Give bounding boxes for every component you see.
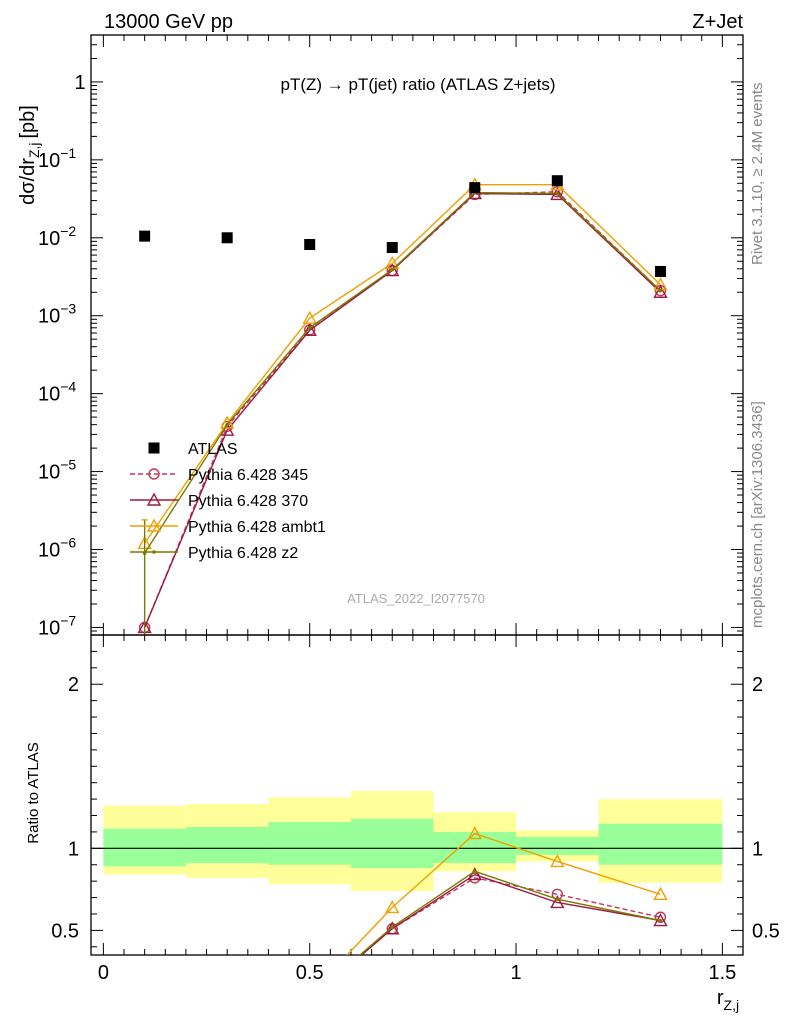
data-point xyxy=(386,242,398,254)
uncertainty-band-inner xyxy=(433,831,517,864)
ratio-point xyxy=(653,886,668,900)
y-tick-label: 10−7 xyxy=(38,612,76,639)
y-axis-label: dσ/drZ,j[pb] xyxy=(17,105,42,205)
x-tick-label: 0 xyxy=(98,962,109,984)
ratio-tick-label-right: 0.5 xyxy=(752,920,780,942)
data-point xyxy=(304,239,316,251)
ratio-point xyxy=(550,854,565,868)
legend-marker xyxy=(146,518,162,532)
legend-marker xyxy=(148,442,160,454)
header-right: Z+Jet xyxy=(692,11,743,33)
legend: ATLAS Pythia 6.428 345 Pythia 6.428 370 Pyt… xyxy=(130,441,326,562)
ratio-line xyxy=(360,877,661,955)
x-tick-label: 1.5 xyxy=(708,962,736,984)
ratio-panel: 0 0.5 1 1.5 0.5 0.5 1 1 2 2 xyxy=(51,634,780,984)
ratio-point xyxy=(467,826,482,840)
ratio-tick-label-right: 2 xyxy=(752,674,763,696)
series-point xyxy=(219,415,235,429)
legend-marker xyxy=(146,492,162,506)
ratio-tick-label-left: 2 xyxy=(68,674,79,696)
rivet-label: Rivet 3.1.10, ≥ 2.4M events xyxy=(749,83,766,266)
y-tick-label: 10−4 xyxy=(38,379,76,406)
ratio-line xyxy=(360,873,661,955)
main-series-group xyxy=(137,177,668,635)
legend-label: Pythia 6.428 370 xyxy=(188,493,308,510)
y-tick-label: 1 xyxy=(74,72,85,94)
series-point xyxy=(302,322,317,336)
series-point xyxy=(307,325,312,330)
series-point xyxy=(555,191,560,196)
data-point xyxy=(221,232,233,244)
watermark: ATLAS_2022_I2077570 xyxy=(347,591,485,606)
uncertainty-band-inner xyxy=(598,823,723,865)
data-point xyxy=(469,182,481,194)
uncertainty-band-inner xyxy=(350,818,434,869)
y-tick-label: 10−2 xyxy=(38,223,76,250)
chart-title: pT(Z) → pT(jet) ratio (ATLAS Z+jets) xyxy=(280,75,555,94)
ratio-line xyxy=(358,870,661,955)
ratio-tick-label-right: 1 xyxy=(752,838,763,860)
ratio-y-axis-label: Ratio to ATLAS xyxy=(25,742,42,843)
series-line xyxy=(143,191,661,628)
ratio-point xyxy=(390,925,395,929)
y-tick-label: 10−5 xyxy=(38,457,76,484)
legend-label: ATLAS xyxy=(188,441,238,458)
series-point xyxy=(225,422,229,427)
x-tick-label: 1 xyxy=(510,962,521,984)
ratio-point xyxy=(385,921,400,935)
ratio-point xyxy=(385,899,400,914)
y-tick-label: 10−3 xyxy=(38,301,76,328)
x-tick-label: 0.5 xyxy=(296,962,324,984)
ratio-frame xyxy=(90,634,744,956)
legend-marker xyxy=(152,550,156,554)
ratio-point xyxy=(555,897,560,902)
ratio-point xyxy=(658,918,663,923)
y-tick-label: 10−6 xyxy=(38,535,76,562)
legend-label: Pythia 6.428 z2 xyxy=(188,545,298,562)
legend-marker xyxy=(148,468,160,480)
uncertainty-band-inner xyxy=(185,827,269,864)
series-point xyxy=(653,284,668,298)
x-axis-label: rZ,j xyxy=(717,987,739,1013)
series-line xyxy=(143,192,661,628)
ratio-tick-label-left: 1 xyxy=(68,838,79,860)
legend-label: Pythia 6.428 345 xyxy=(188,467,308,484)
header-left: 13000 GeV pp xyxy=(104,11,233,33)
main-panel: 1 10−1 10−2 10−3 10−4 10−5 10−6 10−7 xyxy=(38,34,744,639)
series-point xyxy=(658,288,663,293)
ratio-tick-label-left: 0.5 xyxy=(51,920,79,942)
series-point xyxy=(551,186,564,198)
series-point xyxy=(390,267,395,272)
mcplots-label: mcplots.cern.ch [arXiv:1306.3436] xyxy=(749,401,766,628)
uncertainty-band-inner xyxy=(268,822,351,865)
ratio-line xyxy=(346,832,661,955)
data-point xyxy=(654,265,666,277)
y-tick-label: 10−1 xyxy=(38,145,76,172)
series-point xyxy=(385,263,400,277)
uncertainty-band-inner xyxy=(103,828,186,867)
legend-label: Pythia 6.428 ambt1 xyxy=(188,519,326,536)
data-point xyxy=(551,175,563,187)
ratio-point xyxy=(550,895,565,909)
ratio-series-group xyxy=(346,826,668,955)
data-point xyxy=(139,230,151,242)
uncertainty-band-inner xyxy=(516,836,599,855)
series-point xyxy=(302,310,317,324)
ratio-point xyxy=(472,869,477,874)
